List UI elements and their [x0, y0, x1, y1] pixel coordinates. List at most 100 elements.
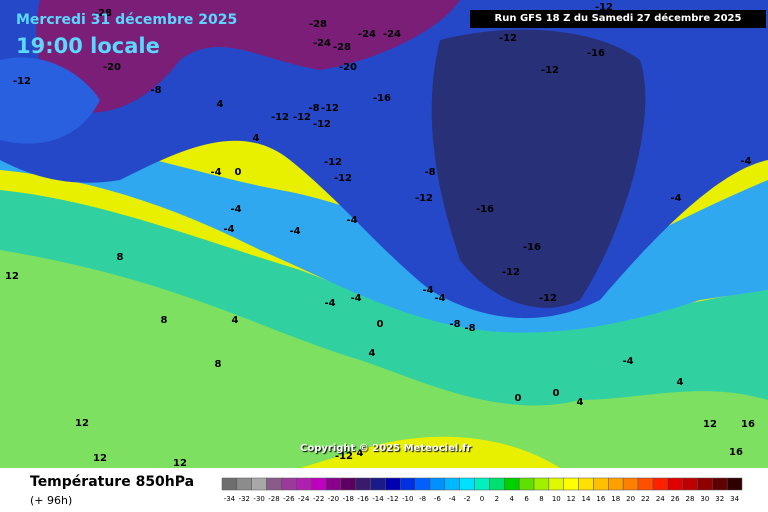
- contour-label: -16: [476, 204, 494, 215]
- contour-label: 4: [357, 448, 364, 459]
- contour-label: -8: [150, 85, 161, 96]
- scale-label: 14: [582, 495, 591, 503]
- contour-label: 12: [703, 419, 717, 430]
- contour-label: 12: [173, 458, 187, 468]
- zone-cool: [0, 190, 768, 406]
- scale-label: 2: [495, 495, 499, 503]
- scale-label: -10: [402, 495, 413, 503]
- color-swatch: [608, 477, 624, 491]
- contour-label: 0: [377, 319, 384, 330]
- color-swatch: [667, 477, 683, 491]
- contour-label: -4: [346, 215, 357, 226]
- contour-label: -12: [499, 33, 517, 44]
- scale-label: -34: [224, 495, 236, 503]
- contour-label: -12: [415, 193, 433, 204]
- zone-core: [431, 29, 646, 308]
- copyright: Copyright © 2025 Meteociel.fr: [300, 443, 472, 454]
- color-swatch: [236, 477, 252, 491]
- scale-label: 34: [730, 495, 739, 503]
- scale-label: -4: [449, 495, 457, 503]
- scale-label: 22: [641, 495, 650, 503]
- contour-label: -16: [523, 242, 541, 253]
- contour-label: -4: [740, 156, 751, 167]
- zone-west: [0, 57, 100, 144]
- contour-label: 8: [215, 359, 222, 370]
- color-swatch: [400, 477, 416, 491]
- contour-label: -4: [324, 298, 335, 309]
- color-swatch: [563, 477, 579, 491]
- contour-label: -8: [424, 167, 435, 178]
- contour-label: -12: [539, 293, 557, 304]
- color-swatch: [429, 477, 446, 491]
- scale-label: -12: [387, 495, 398, 503]
- contour-label: -24: [313, 38, 331, 49]
- contour-label: -12: [595, 2, 613, 13]
- contour-label: 4: [369, 348, 376, 359]
- scale-label: 26: [671, 495, 680, 503]
- time: 19:00 locale: [16, 34, 160, 58]
- scale-label: 12: [567, 495, 576, 503]
- color-swatch: [444, 477, 460, 491]
- contour-label: -12: [271, 112, 289, 123]
- contour-label: 4: [253, 133, 260, 144]
- scale-label: 28: [686, 495, 695, 503]
- contour-label: -4: [670, 193, 681, 204]
- scale-label: -20: [328, 495, 339, 503]
- contour-label: -4: [350, 293, 361, 304]
- contour-label: -28: [309, 19, 327, 30]
- legend-subtitle: (+ 96h): [30, 494, 73, 507]
- contour-label: 0: [515, 393, 522, 404]
- contour-label: -20: [339, 62, 357, 73]
- contour-label: -4: [210, 167, 221, 178]
- contour-label: -24: [383, 29, 401, 40]
- scale-label: -18: [343, 495, 354, 503]
- contour-label: -8: [464, 323, 475, 334]
- legend-title: Température 850hPa: [30, 474, 195, 490]
- scale-label: 20: [626, 495, 635, 503]
- contour-label: 12: [93, 453, 107, 464]
- color-swatch: [637, 477, 654, 491]
- color-swatch: [697, 477, 713, 491]
- color-swatch: [385, 477, 401, 491]
- scale-label: 0: [480, 495, 484, 503]
- contour-label: -28: [94, 8, 112, 19]
- color-swatch: [682, 477, 698, 491]
- color-scale: -34 -32 -30 -28 -26 -24 -22 -20 -18 -16 -14 -12 -10-…: [221, 477, 743, 503]
- color-swatch: [504, 477, 520, 491]
- run-info: Run GFS 18 Z du Samedi 27 décembre 2025: [470, 10, 766, 28]
- scale-label: 6: [524, 495, 529, 503]
- color-swatch: [474, 477, 490, 491]
- contour-label: -12: [541, 65, 559, 76]
- map: -28-28-24 -28-24 -24-20 -20-12-12-16-12-16-…: [0, 0, 768, 468]
- scale-label: -30: [253, 495, 264, 503]
- scale-label: -8: [419, 495, 426, 503]
- color-swatch: [459, 477, 475, 491]
- scale-label: -6: [434, 495, 442, 503]
- contour-label: 8: [161, 315, 168, 326]
- scale-label: -32: [239, 495, 250, 503]
- contour-label: -4: [223, 224, 234, 235]
- scale-label: -22: [313, 495, 324, 503]
- color-swatch: [251, 477, 267, 491]
- scale-label: 4: [509, 495, 514, 503]
- color-swatch: [578, 477, 594, 491]
- contour-label: -16: [373, 93, 391, 104]
- color-swatch: [622, 477, 639, 491]
- color-swatch: [652, 477, 668, 491]
- contour-label: -12: [502, 267, 520, 278]
- scale-label: -24: [298, 495, 310, 503]
- scale-label: 32: [715, 495, 724, 503]
- contour-label: 12: [75, 418, 89, 429]
- contour-label: 4: [577, 397, 584, 408]
- contour-label: 4: [217, 99, 224, 110]
- scale-label: -28: [268, 495, 279, 503]
- color-swatch: [712, 477, 728, 491]
- color-swatch: [221, 477, 238, 491]
- contour-label: -12: [13, 76, 31, 87]
- color-swatch: [296, 477, 312, 491]
- contour-label: 0: [235, 167, 242, 178]
- contour-label: -20: [103, 62, 121, 73]
- color-swatch: [325, 477, 342, 491]
- contour-label: -8: [308, 103, 319, 114]
